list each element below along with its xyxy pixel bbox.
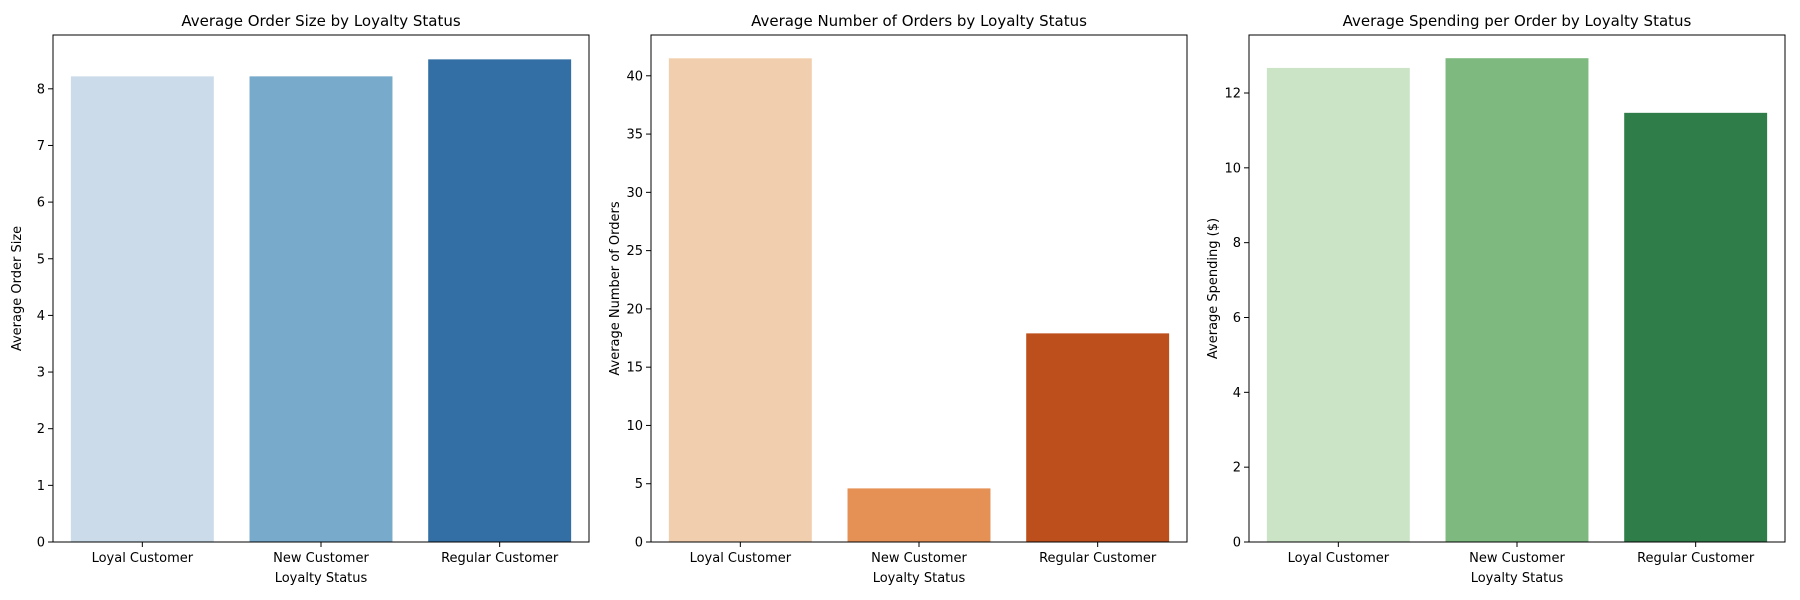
x-tick-label: Loyal Customer xyxy=(1288,551,1390,566)
y-tick-label: 20 xyxy=(626,302,643,317)
y-tick-label: 5 xyxy=(635,477,643,492)
bar-new-customer xyxy=(847,488,991,542)
y-tick-label: 30 xyxy=(626,186,643,201)
bar-regular-customer xyxy=(1624,112,1768,542)
chart-panel-1: 0 1 2 3 4 5 6 7 8 Loyal Customer New Customer Regul… xyxy=(10,12,590,586)
bar-regular-customer xyxy=(1026,333,1170,542)
y-tick-label: 1 xyxy=(37,479,45,494)
x-axis-label: Loyalty Status xyxy=(275,571,368,586)
x-axis-label: Loyalty Status xyxy=(873,571,966,586)
y-axis-label: Average Number of Orders xyxy=(608,201,623,375)
bar-loyal-customer xyxy=(668,58,812,543)
chart-title: Average Order Size by Loyalty Status xyxy=(181,12,461,30)
y-tick-label: 40 xyxy=(626,69,643,84)
y-tick-label: 15 xyxy=(626,361,643,376)
y-tick-label: 8 xyxy=(1233,236,1241,251)
y-tick-label: 7 xyxy=(37,139,45,154)
chart-panel-2: 0 5 10 15 20 25 30 35 40 Loyal Customer New Custom… xyxy=(608,12,1188,586)
x-axis-label: Loyalty Status xyxy=(1471,571,1564,586)
y-tick-label: 0 xyxy=(1233,536,1241,551)
bar-loyal-customer xyxy=(1266,67,1410,543)
y-tick-label: 6 xyxy=(1233,311,1241,326)
y-tick-label: 10 xyxy=(626,419,643,434)
bar-new-customer xyxy=(249,76,393,542)
chart-title: Average Number of Orders by Loyalty Stat… xyxy=(751,12,1087,30)
y-tick-label: 5 xyxy=(37,252,45,267)
chart-panel-3: 0 2 4 6 8 10 12 Loyal Customer New Customer Regul… xyxy=(1206,12,1786,586)
chart-title: Average Spending per Order by Loyalty St… xyxy=(1343,12,1692,30)
y-tick-label: 10 xyxy=(1224,161,1241,176)
y-tick-label: 35 xyxy=(626,128,643,143)
x-tick-label: Regular Customer xyxy=(441,551,559,566)
x-tick-label: New Customer xyxy=(871,551,967,566)
y-tick-label: 3 xyxy=(37,366,45,381)
x-tick-label: New Customer xyxy=(1469,551,1565,566)
y-tick-label: 6 xyxy=(37,196,45,211)
bar-loyal-customer xyxy=(70,76,214,542)
y-tick-label: 12 xyxy=(1224,86,1241,101)
y-tick-label: 4 xyxy=(1233,386,1241,401)
bar-regular-customer xyxy=(428,59,572,543)
y-tick-label: 0 xyxy=(635,536,643,551)
x-tick-label: Regular Customer xyxy=(1637,551,1755,566)
y-axis-label: Average Spending ($) xyxy=(1206,218,1221,359)
x-tick-label: Regular Customer xyxy=(1039,551,1157,566)
x-tick-label: Loyal Customer xyxy=(690,551,792,566)
bar-new-customer xyxy=(1445,58,1589,542)
y-tick-label: 25 xyxy=(626,244,643,259)
y-tick-label: 4 xyxy=(37,309,45,324)
x-tick-label: New Customer xyxy=(273,551,369,566)
y-axis-label: Average Order Size xyxy=(10,226,25,351)
y-tick-label: 8 xyxy=(37,82,45,97)
y-tick-label: 0 xyxy=(37,536,45,551)
y-tick-label: 2 xyxy=(1233,461,1241,476)
y-tick-label: 2 xyxy=(37,422,45,437)
x-tick-label: Loyal Customer xyxy=(92,551,194,566)
